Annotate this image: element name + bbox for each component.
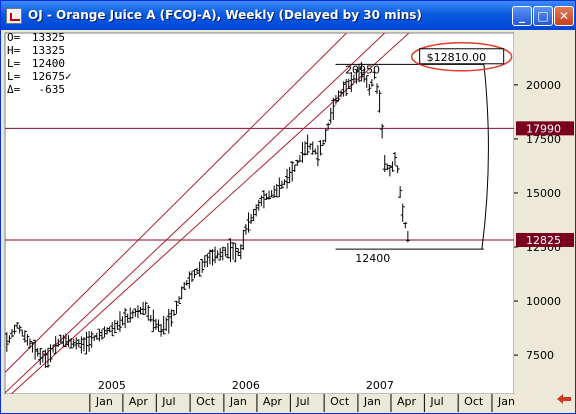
readout-value: 13325 [31, 31, 65, 44]
trend-channel-line [10, 33, 410, 394]
x-axis-panel [5, 394, 514, 413]
price-box [419, 48, 505, 65]
x-year-label: 2007 [366, 379, 394, 392]
readout-key: H= [7, 44, 21, 57]
x-tick-label: Jul [295, 395, 309, 408]
price-line-tag-label: 12825 [526, 234, 561, 247]
readout-mark: ✓ [65, 70, 72, 83]
x-tick-label: Jan [497, 395, 515, 408]
readout-key: L= [7, 57, 21, 70]
plot-area [4, 32, 515, 395]
readout-row: Δ= -635 [7, 83, 72, 96]
y-tick-label: 20000 [526, 79, 561, 92]
arrow-left-shape [557, 394, 571, 404]
y-tick-label: 10000 [526, 295, 561, 308]
readout-key: O= [7, 31, 21, 44]
readout-value: 13325 [31, 44, 65, 57]
readout-row: H= 13325 [7, 44, 72, 57]
x-tick-label: Apr [263, 395, 283, 408]
readout-value: 12675 [31, 70, 65, 83]
price-box-label: $12810.00 [427, 51, 487, 64]
x-tick-label: Oct [464, 395, 484, 408]
maximize-button[interactable]: □ [533, 6, 553, 26]
maximize-icon: □ [537, 9, 549, 23]
readout-row: L= 12675✓ [7, 70, 72, 83]
x-tick-label: Jul [161, 395, 175, 408]
x-tick-label: Jan [95, 395, 113, 408]
readout-row: L= 12400 [7, 57, 72, 70]
x-tick-label: Jan [363, 395, 381, 408]
scroll-arrow-icon[interactable] [557, 394, 571, 404]
y-tick-label: 7500 [526, 349, 554, 362]
y-axis-panel [514, 33, 575, 394]
x-year-label: 2006 [232, 379, 260, 392]
x-tick-label: Apr [129, 395, 149, 408]
readout-key: L= [7, 70, 21, 83]
x-tick-label: Oct [330, 395, 350, 408]
y-tick-label: 15000 [526, 187, 561, 200]
price-line-tag [516, 232, 574, 247]
ohlc-readout: O= 13325 H= 13325 L= 12400 L= 12675✓ Δ= -635 [7, 31, 72, 96]
x-tick-label: Oct [196, 395, 216, 408]
trend-channel-line [5, 33, 347, 373]
close-button[interactable]: ✕ [554, 6, 574, 26]
title-bar[interactable]: OJ - Orange Juice A (FCOJ-A), Weekly (De… [1, 1, 575, 30]
readout-key: Δ= [7, 83, 21, 96]
x-tick-label: Jul [429, 395, 443, 408]
y-tick-label: 17500 [526, 133, 561, 146]
window-title: OJ - Orange Juice A (FCOJ-A), Weekly (De… [28, 8, 422, 22]
x-year-label: 2005 [98, 379, 126, 392]
range-low-label: 12400 [355, 252, 390, 265]
trend-channel-line [5, 33, 386, 394]
price-line-tag-label: 17990 [526, 122, 561, 135]
range-high-label: 20950 [345, 63, 380, 76]
chart-app-icon [6, 8, 22, 24]
price-line-tag [516, 121, 574, 136]
range-bracket-curve [481, 64, 489, 250]
readout-row: O= 13325 [7, 31, 72, 44]
x-tick-label: Apr [397, 395, 417, 408]
minimize-button[interactable]: _ [512, 6, 532, 26]
highlight-circle [410, 42, 513, 72]
x-tick-label: Jan [229, 395, 247, 408]
plot-layer [5, 33, 514, 394]
readout-value: -635 [38, 83, 66, 96]
minimize-icon: _ [519, 9, 525, 23]
close-icon: ✕ [558, 9, 570, 23]
readout-value: 12400 [31, 57, 65, 70]
